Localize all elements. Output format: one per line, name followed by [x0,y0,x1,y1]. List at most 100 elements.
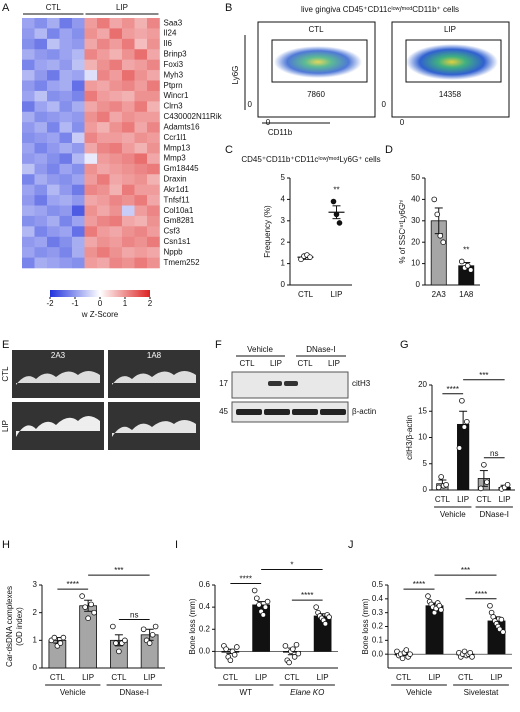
heat-cell [84,111,98,123]
sig-label: **** [413,580,425,589]
marker-label: 45 [219,407,228,416]
y-tick-label: 1 [33,635,38,644]
heat-cell [47,28,60,40]
jaw [112,371,196,385]
heat-cell [22,247,35,258]
sig-label: ** [463,246,469,255]
heat-cell [84,18,98,29]
heat-cell [47,174,60,185]
heat-cell [72,18,85,29]
data-point [282,643,289,649]
y-tick-label: 0.0 [372,649,384,658]
heat-cell [134,49,148,60]
heat-cell [122,132,135,144]
heat-cell [134,70,148,81]
heat-cell [59,143,73,154]
gene-label: Csf3 [164,227,181,236]
heat-cell [34,226,48,238]
heat-cell [34,101,48,113]
y-tick-label: 0.4 [199,602,211,611]
heat-cell [22,59,35,71]
y-tick-label: 2 [33,608,38,617]
heat-cell [47,49,60,60]
y-tick-label: 0.0 [199,647,211,656]
heat-cell [22,257,35,269]
heat-cell [72,257,85,269]
data-point [333,211,340,218]
sig-label: * [290,561,293,570]
data-point [79,593,85,599]
heat-cell [97,153,110,165]
heat-cell [109,80,123,92]
gene-label: Il24 [164,29,177,38]
heat-cell [34,174,48,185]
data-point [307,254,313,260]
x-tick-label: CTL [435,495,451,504]
data-point [500,629,506,635]
heat-cell [34,184,48,196]
gene-label: Nppb [164,247,184,256]
data-point [481,461,487,468]
y-tick-label: 0 [416,280,421,289]
heat-cell [97,226,110,238]
heat-cell [59,132,73,144]
heat-cell [47,205,60,217]
heat-cell [59,153,73,165]
heat-cell [147,257,160,269]
group-label: LIP [116,3,128,12]
heat-cell [72,101,85,113]
jaw [16,371,100,385]
heat-cell [97,163,110,175]
heat-cell [47,80,60,92]
data-point [234,644,240,650]
heat-cell [97,28,110,40]
x-tick-label: CTL [284,673,300,682]
data-point [498,616,505,623]
data-point [286,659,292,666]
x-tick-label: CTL [396,673,412,682]
heat-cell [122,163,135,175]
data-point [60,634,67,641]
heat-cell [22,236,35,248]
heat-cell [122,28,135,40]
flow-title: live gingiva CD45⁺CD11cˡᵒʷ/ᵐᵉᵈCD11b⁺ cel… [301,5,459,14]
y-tick-label: 10 [418,433,427,442]
band [268,381,282,386]
heat-cell [84,236,98,248]
heat-cell [97,122,110,133]
heat-cell [97,111,110,123]
heat-cell [97,90,110,102]
heat-cell [134,143,148,154]
gene-label: Akr1d1 [164,185,190,194]
y-axis-label: Frequency (%) [263,205,272,258]
heat-cell [109,205,123,217]
heat-cell [109,257,123,269]
heat-cell [22,18,35,29]
heat-cell [109,184,123,196]
y-tick-label: 10 [411,259,420,268]
heat-cell [47,132,60,144]
heat-cell [22,143,35,154]
heat-cell [34,59,48,71]
data-point [478,485,484,492]
heat-cell [34,195,48,206]
data-point [431,196,438,203]
heat-cell [97,101,110,113]
heat-cell [22,163,35,175]
heat-cell [84,153,98,165]
heat-cell [97,38,110,50]
data-point [113,640,119,646]
heat-cell [134,195,148,206]
heat-cell [59,18,73,29]
flow-plots [244,21,510,124]
heat-cell [72,28,85,40]
data-point [293,641,300,648]
heat-cell [72,247,85,258]
gene-label: C430002N11Rik [164,112,223,121]
jaw-images [12,350,200,450]
group-label: Elane KO [290,688,324,697]
heat-cell [147,28,160,40]
heat-cell [122,247,135,258]
heat-cell [84,101,98,113]
x-tick-label: LIP [428,673,440,682]
